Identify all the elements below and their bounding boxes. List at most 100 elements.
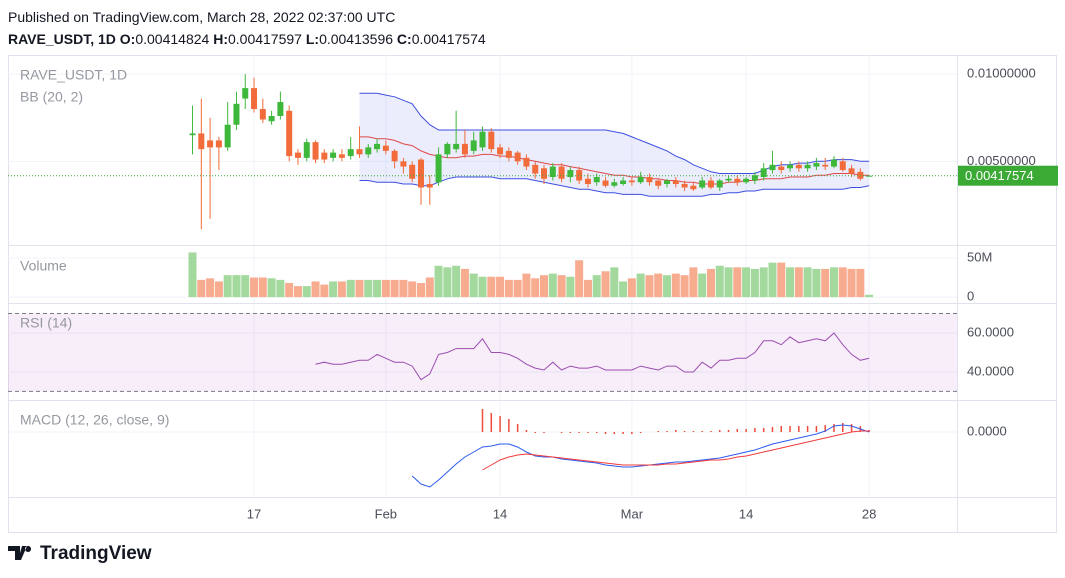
candle-body: [286, 110, 293, 157]
candle-body: [198, 133, 205, 150]
volume-bar: [460, 268, 469, 298]
volume-bar: [381, 279, 390, 298]
candle-body: [637, 177, 644, 183]
candle-body: [417, 159, 424, 188]
volume-bar: [337, 281, 346, 298]
candle-body: [813, 163, 820, 167]
candle-body: [672, 180, 679, 184]
ohlc-label: L:: [305, 31, 320, 47]
volume-bar: [469, 273, 478, 298]
candle-body: [716, 180, 723, 188]
volume-bar: [311, 281, 320, 298]
volume-bar: [680, 275, 689, 298]
volume-bar: [566, 276, 575, 298]
volume-bar: [645, 275, 654, 298]
candle-body: [681, 183, 688, 188]
candle-body: [593, 177, 600, 183]
volume-bar: [434, 265, 443, 298]
ohlc-label: O:: [119, 31, 136, 47]
ohlc-value: 0.00417574: [411, 31, 486, 47]
tradingview-logo: TradingView: [8, 543, 152, 564]
volume-bar: [250, 277, 259, 298]
volume-bar: [364, 279, 373, 298]
volume-bar: [329, 281, 338, 298]
candle-body: [444, 143, 451, 155]
volume-bar: [390, 279, 399, 298]
candle-body: [769, 164, 776, 171]
candle-body: [497, 147, 504, 155]
volume-bar: [821, 268, 830, 298]
candle-body: [804, 164, 811, 169]
bb-lower: [359, 176, 870, 197]
volume-bar: [540, 275, 549, 298]
y-tick-label: 0: [967, 289, 974, 304]
candle-body: [251, 88, 258, 110]
rsi-legend: RSI (14): [20, 315, 72, 331]
volume-bar: [504, 279, 513, 298]
volume-bar: [627, 278, 636, 298]
volume-bar: [478, 276, 487, 298]
candle-body: [461, 143, 468, 155]
candle-body: [778, 166, 785, 171]
candle-body: [426, 183, 433, 188]
candle-body: [505, 150, 512, 158]
volume-bar: [619, 281, 628, 298]
ohlc-label: C:: [396, 31, 412, 47]
volume-bar: [786, 267, 795, 298]
volume-bar: [733, 267, 742, 298]
rsi-line: [315, 332, 870, 381]
volume-bar: [812, 268, 821, 298]
candle-body: [787, 164, 794, 169]
candle-body: [628, 180, 635, 183]
candle-body: [699, 180, 706, 188]
candle-body: [576, 170, 583, 181]
volume-bar: [487, 276, 496, 298]
logo-mark: [8, 546, 32, 560]
candle-body: [646, 177, 653, 183]
volume-bar: [592, 275, 601, 298]
candle-body: [707, 180, 714, 188]
volume-bar: [416, 283, 425, 298]
volume-bar: [373, 279, 382, 298]
candle-body: [356, 149, 363, 155]
volume-bar: [399, 279, 408, 298]
volume-bar: [636, 273, 645, 298]
candle-body: [365, 147, 372, 155]
volume-bar: [856, 268, 865, 298]
volume-bar: [293, 286, 302, 298]
volume-bar: [443, 267, 452, 298]
candle-body: [435, 154, 442, 183]
candle-body: [725, 178, 732, 181]
volume-bar: [425, 277, 434, 298]
candle-body: [488, 131, 495, 150]
candle-body: [611, 182, 618, 186]
last-price-box: [958, 165, 1058, 186]
candle-body: [259, 109, 266, 120]
volume-bar: [522, 273, 531, 298]
candle-body: [400, 161, 407, 167]
candle-body: [734, 178, 741, 183]
volume-bar: [258, 277, 267, 298]
last-price-label: 0.00417574: [965, 168, 1034, 183]
volume-bar: [706, 268, 715, 298]
candle-body: [330, 152, 337, 158]
candle-body: [584, 178, 591, 184]
candle-body: [822, 164, 829, 167]
volume-bar: [671, 273, 680, 298]
volume-bar: [663, 275, 672, 298]
ohlc-value: 0.00413596: [319, 31, 394, 47]
volume-bar: [583, 279, 592, 298]
volume-bar: [531, 278, 540, 298]
volume-bar: [575, 260, 584, 298]
volume-bar: [557, 275, 566, 298]
volume-bar: [601, 271, 610, 298]
volume-bar: [750, 268, 759, 298]
y-tick-label: 0.0000: [967, 423, 1007, 438]
bb-legend: BB (20, 2): [20, 89, 83, 105]
y-tick-label: 0.01000000: [967, 66, 1036, 81]
candle-body: [655, 180, 662, 186]
volume-bar: [548, 273, 557, 298]
candle-body: [207, 140, 214, 148]
marks-layer: [8, 74, 1058, 488]
